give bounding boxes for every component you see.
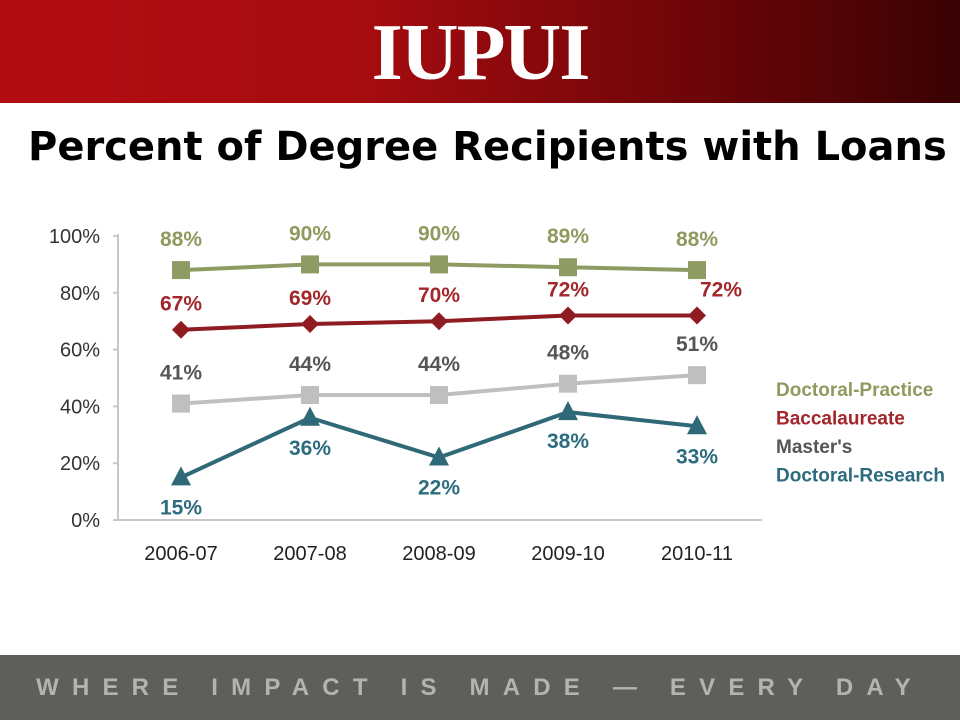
baccalaureate-data-label: 69%: [289, 287, 331, 310]
master-s-data-label: 44%: [418, 353, 460, 376]
y-tick-label: 80%: [60, 283, 100, 305]
master-s-point: [430, 386, 448, 405]
baccalaureate-data-label: 72%: [700, 279, 742, 302]
doctoral-practice-point: [688, 261, 706, 280]
legend-doctoral-practice: Doctoral-Practice: [776, 380, 933, 401]
baccalaureate-data-label: 72%: [547, 279, 589, 302]
doctoral-research-data-label: 36%: [289, 437, 331, 460]
baccalaureate-point: [559, 306, 577, 325]
doctoral-research-data-label: 15%: [160, 496, 202, 519]
doctoral-practice-data-label: 89%: [547, 225, 589, 248]
doctoral-practice-point: [301, 255, 319, 274]
x-tick-label: 2009-10: [531, 543, 604, 565]
master-s-point: [172, 394, 190, 413]
baccalaureate-point: [430, 312, 448, 331]
doctoral-research-line: [180, 410, 698, 480]
slide-title: Percent of Degree Recipients with Loans: [28, 124, 947, 170]
master-s-point: [688, 366, 706, 385]
footer-bar: WHERE IMPACT IS MADE — EVERY DAY: [0, 655, 960, 720]
y-tick-label: 0%: [71, 510, 100, 532]
baccalaureate-point: [301, 315, 319, 334]
doctoral-research-point: [171, 466, 191, 486]
doctoral-practice-data-label: 88%: [160, 228, 202, 251]
x-tick-label: 2010-11: [661, 543, 733, 565]
doctoral-practice-point: [559, 258, 577, 277]
doctoral-practice-data-label: 90%: [289, 222, 331, 245]
legend-doctoral-research: Doctoral-Research: [776, 466, 945, 487]
doctoral-practice-point: [172, 261, 190, 280]
y-tick-label: 100%: [49, 226, 100, 248]
legend-baccalaureate: Baccalaureate: [776, 409, 905, 430]
master-s-point: [301, 386, 319, 405]
master-s-data-label: 48%: [547, 342, 589, 365]
legend-master-s: Master's: [776, 437, 852, 458]
doctoral-practice-data-label: 88%: [676, 228, 718, 251]
doctoral-research-point: [687, 415, 707, 435]
x-tick-label: 2007-08: [273, 543, 346, 565]
baccalaureate-data-label: 70%: [418, 284, 460, 307]
x-tick-label: 2008-09: [402, 543, 475, 565]
footer-tagline: WHERE IMPACT IS MADE — EVERY DAY: [36, 673, 924, 701]
y-tick-label: 40%: [60, 396, 100, 418]
doctoral-practice-data-label: 90%: [418, 222, 460, 245]
iupui-logo: IUPUI: [371, 9, 591, 97]
y-tick-label: 60%: [60, 340, 100, 362]
master-s-data-label: 51%: [676, 333, 718, 356]
master-s-data-label: 44%: [289, 353, 331, 376]
loans-line-chart: 0% 20% 40% 60% 80% 100% 2006-07 2007-08 2008-09 2…: [49, 222, 945, 565]
doctoral-practice-point: [430, 255, 448, 274]
baccalaureate-point: [172, 320, 190, 339]
doctoral-research-point: [300, 406, 320, 426]
doctoral-research-data-label: 22%: [418, 477, 460, 500]
doctoral-research-data-label: 38%: [547, 430, 589, 453]
y-tick-label: 20%: [60, 453, 100, 475]
master-s-data-label: 41%: [160, 362, 202, 385]
doctoral-research-point: [558, 401, 578, 421]
header-banner: IUPUI: [0, 0, 960, 103]
baccalaureate-data-label: 67%: [160, 293, 202, 316]
x-tick-label: 2006-07: [144, 543, 217, 565]
doctoral-research-point: [429, 446, 449, 466]
master-s-point: [559, 374, 577, 393]
doctoral-research-data-label: 33%: [676, 445, 718, 468]
baccalaureate-point: [688, 306, 706, 325]
